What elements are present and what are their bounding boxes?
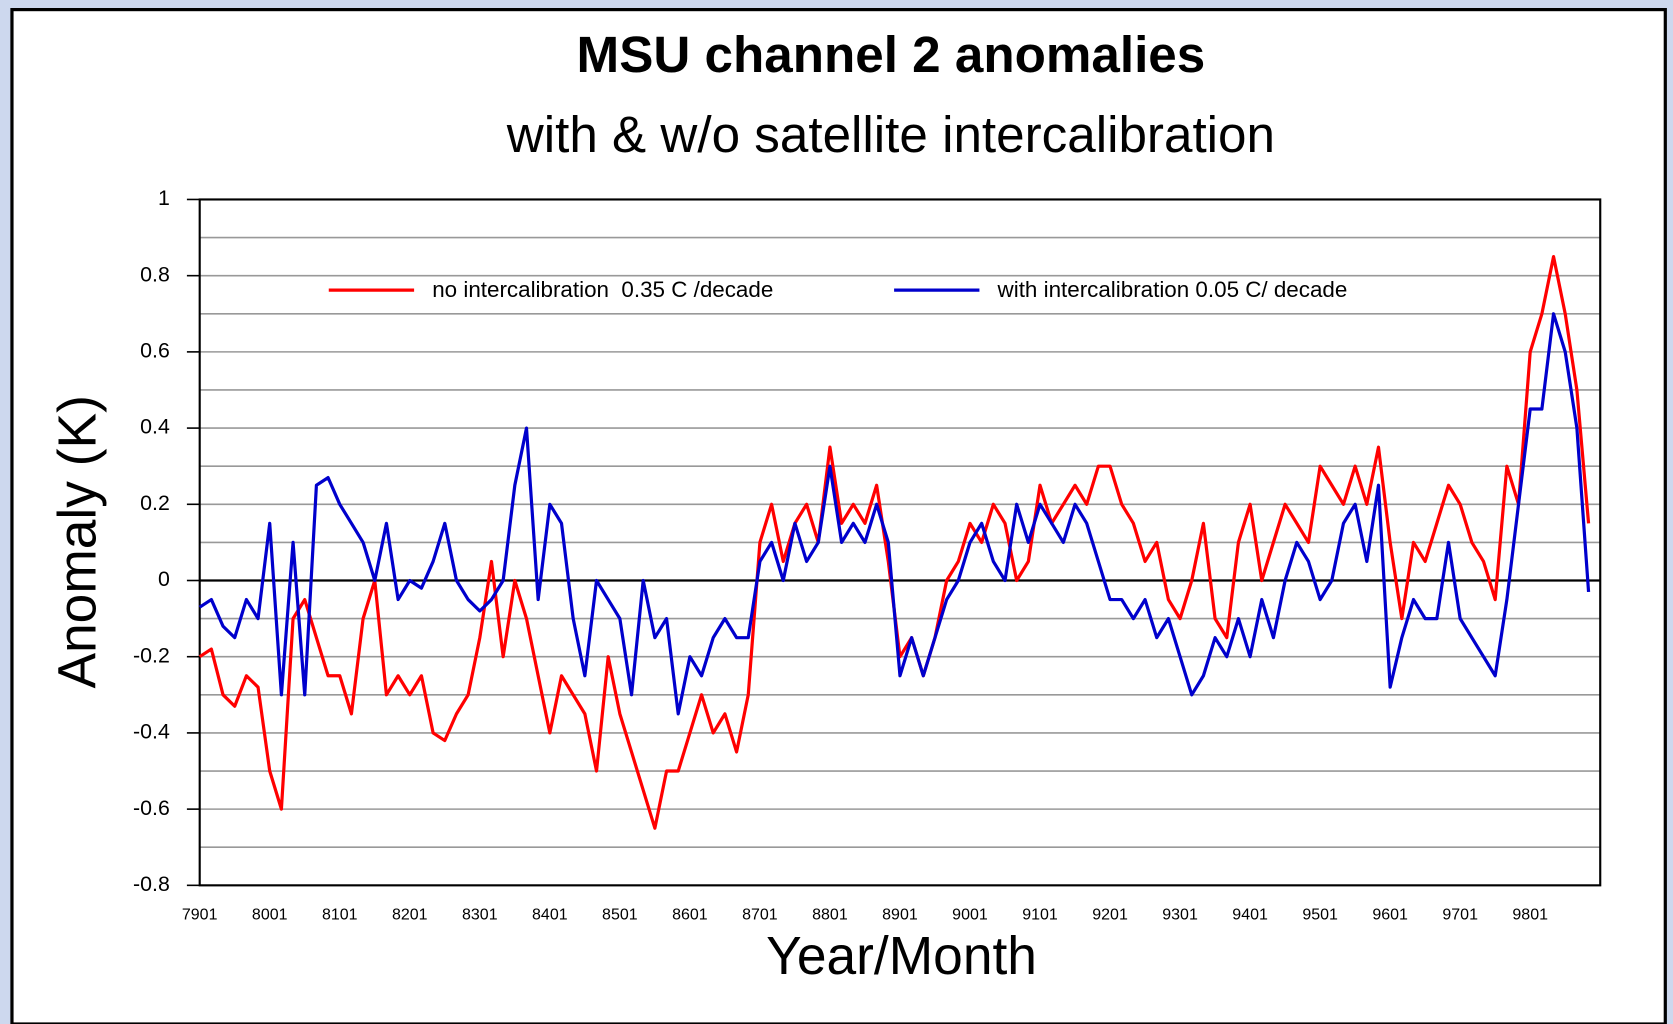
- x-tick-label: 9001: [952, 906, 988, 923]
- legend-label: with intercalibration 0.05 C/ decade: [997, 277, 1348, 302]
- x-tick-label: 8701: [742, 906, 778, 923]
- x-tick-label: 8601: [672, 906, 708, 923]
- x-axis-label: Year/Month: [766, 927, 1037, 986]
- x-tick-label: 8401: [532, 906, 568, 923]
- y-tick-label: 0.8: [140, 262, 170, 286]
- x-tick-label: 9601: [1372, 906, 1408, 923]
- chart-title: MSU channel 2 anomalies: [577, 26, 1206, 83]
- x-tick-label: 9401: [1232, 906, 1268, 923]
- legend-label: no intercalibration 0.35 C /decade: [432, 277, 773, 302]
- x-tick-label: 8101: [322, 906, 358, 923]
- series-line: [198, 312, 1591, 716]
- x-tick-label: 9801: [1512, 906, 1548, 923]
- x-tick-label: 8901: [882, 906, 918, 923]
- y-tick-label: -0.2: [133, 643, 170, 667]
- chart-subtitle: with & w/o satellite intercalibration: [506, 106, 1275, 163]
- y-tick-label: -0.4: [133, 720, 170, 744]
- y-tick-label: 0.2: [140, 491, 170, 515]
- y-axis-label: Anomaly (K): [48, 395, 107, 688]
- y-tick-label: 0.4: [140, 415, 170, 439]
- x-tick-label: 9701: [1442, 906, 1478, 923]
- x-tick-label: 8501: [602, 906, 638, 923]
- y-tick-label: -0.6: [133, 796, 170, 820]
- y-tick-label: 0.6: [140, 339, 170, 363]
- y-tick-label: 0: [158, 567, 170, 591]
- y-tick-label: 1: [158, 186, 170, 210]
- x-tick-label: 9201: [1092, 906, 1128, 923]
- y-tick-label: -0.8: [133, 872, 170, 896]
- x-tick-label: 9101: [1022, 906, 1058, 923]
- x-tick-label: 8201: [392, 906, 428, 923]
- plot-border: [198, 198, 1602, 887]
- x-tick-label: 8001: [252, 906, 288, 923]
- x-tick-label: 8801: [812, 906, 848, 923]
- x-tick-label: 9301: [1162, 906, 1198, 923]
- x-tick-label: 7901: [182, 906, 218, 923]
- x-tick-label: 8301: [462, 906, 498, 923]
- x-tick-label: 9501: [1302, 906, 1338, 923]
